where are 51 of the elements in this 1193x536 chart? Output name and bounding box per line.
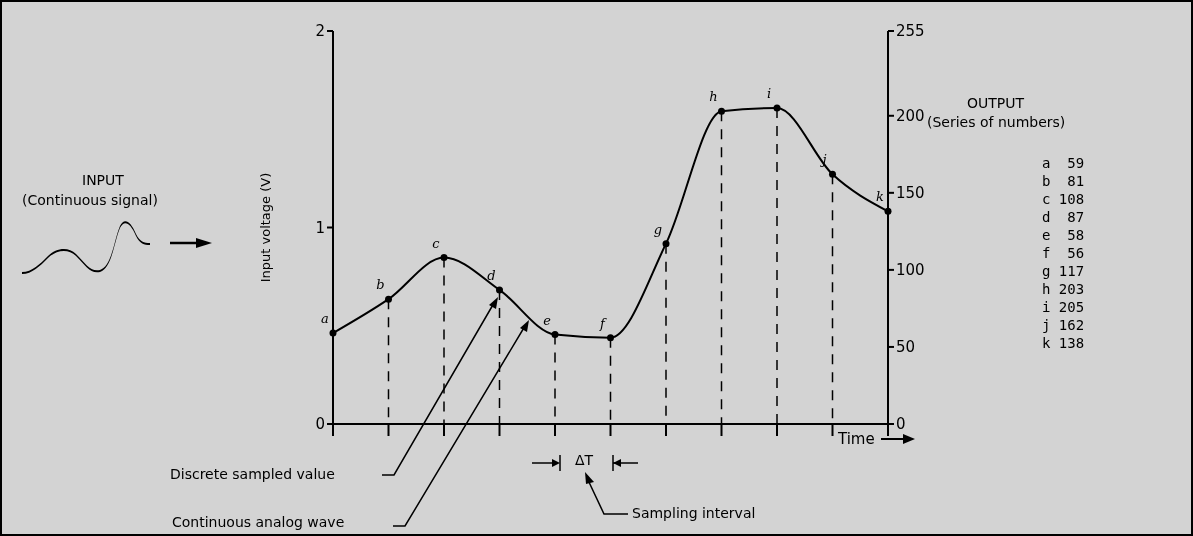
text: c 108: [1042, 191, 1085, 207]
text: e 58: [1042, 227, 1085, 243]
y2-tick-label: 255: [896, 22, 925, 41]
x-tick-label: f: [599, 315, 608, 331]
x-tick-label: g: [653, 221, 663, 237]
y2-tick-label: 0: [896, 415, 906, 434]
text: OUTPUT: [967, 95, 1025, 111]
point: [718, 107, 725, 115]
y2-tick-label: 100: [896, 261, 925, 280]
text: ΔT: [575, 452, 594, 468]
point: [551, 331, 559, 339]
text: Discrete sampled value: [170, 466, 335, 482]
y2-tick-label: 50: [896, 338, 916, 357]
text: a 59: [1042, 155, 1085, 171]
text: d 87: [1042, 209, 1085, 225]
text: g 117: [1042, 263, 1085, 279]
text: INPUT: [82, 172, 124, 188]
point: [440, 254, 448, 262]
text: k 138: [1042, 335, 1085, 351]
point: [385, 295, 392, 303]
x-tick-label: a: [321, 311, 329, 327]
text: b 81: [1042, 173, 1085, 189]
y-tick-label: 2: [315, 22, 325, 41]
text: Continuous analog wave: [172, 514, 345, 530]
point: [607, 334, 614, 342]
x-axis-title: Time: [838, 430, 875, 448]
point: [829, 170, 836, 178]
x-tick-label: b: [376, 277, 385, 293]
x-tick-label: c: [432, 235, 441, 251]
y-tick-label: 0: [315, 415, 325, 434]
text: f 56: [1042, 245, 1085, 261]
point: [329, 329, 337, 337]
x-tick-label: k: [876, 189, 885, 205]
text: Sampling interval: [632, 505, 756, 521]
y-axis-title: Input voltage (V): [257, 172, 273, 283]
x-tick-label: h: [709, 89, 718, 105]
y-tick-label: 1: [315, 218, 325, 237]
text: h 203: [1042, 281, 1085, 297]
point: [773, 104, 781, 112]
point: [496, 286, 503, 294]
point: [662, 240, 670, 248]
y2-tick-label: 150: [896, 184, 925, 203]
text: j 162: [1042, 317, 1085, 333]
x-tick-label: i: [766, 86, 772, 102]
x-tick-label: e: [543, 312, 552, 328]
x-tick-label: d: [487, 267, 496, 283]
point: [884, 207, 892, 215]
text: i 205: [1042, 299, 1085, 315]
text: (Series of numbers): [927, 114, 1066, 130]
text: (Continuous signal): [22, 192, 158, 208]
y2-tick-label: 200: [896, 107, 925, 126]
